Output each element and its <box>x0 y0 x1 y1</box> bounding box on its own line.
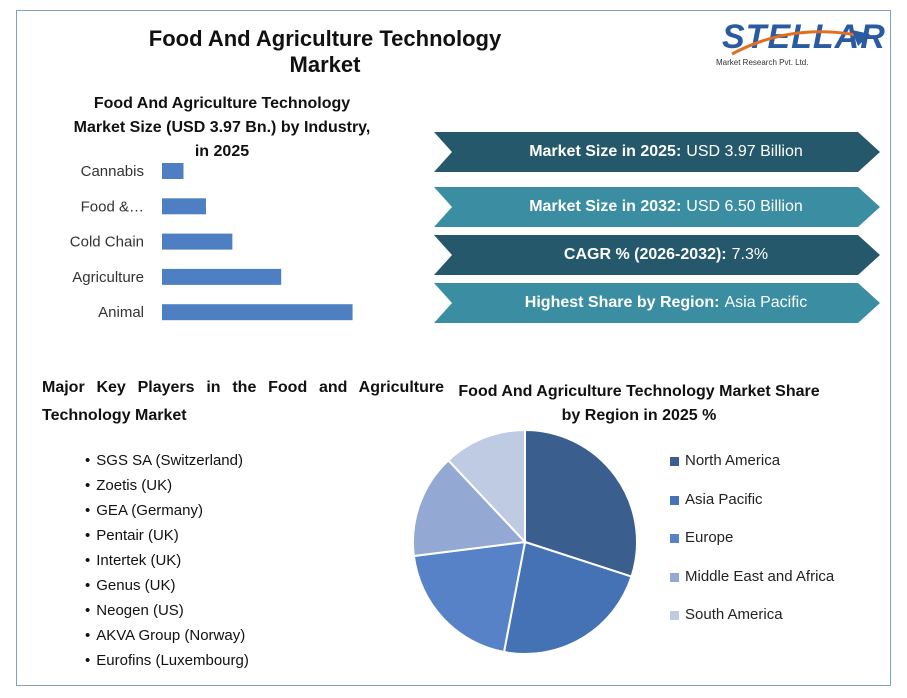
legend-entry: Europe <box>670 525 834 564</box>
stat-value: Asia Pacific <box>724 294 808 311</box>
key-player-item: AKVA Group (Norway) <box>85 623 249 648</box>
legend-swatch <box>670 534 679 543</box>
legend-swatch <box>670 611 679 620</box>
stat-highest-region: Highest Share by Region: Asia Pacific <box>434 283 880 323</box>
logo-subtitle: Market Research Pvt. Ltd. <box>716 58 809 67</box>
legend-label: Middle East and Africa <box>685 567 835 585</box>
key-players-title: Major Key Players in the Food and Agricu… <box>42 379 444 424</box>
legend-label: South America <box>685 606 783 623</box>
legend-label: Asia Pacific <box>685 490 763 508</box>
bar <box>162 304 353 321</box>
legend-entry: South America <box>670 602 834 641</box>
key-players-list: SGS SA (Switzerland)Zoetis (UK)GEA (Germ… <box>85 448 249 673</box>
bar-chart-title: Food And Agriculture Technology Market S… <box>73 95 371 160</box>
bar <box>162 198 206 215</box>
legend-entry: Asia Pacific <box>670 487 834 526</box>
legend-entry: Middle East and Africa <box>670 564 834 603</box>
legend-swatch <box>670 457 679 466</box>
bar-category-label: Animal <box>98 304 144 321</box>
key-player-item: GEA (Germany) <box>85 498 249 523</box>
legend-swatch <box>670 495 679 505</box>
pie-chart-title: Food And Agriculture Technology Market S… <box>458 383 820 424</box>
key-player-item: Genus (UK) <box>85 573 249 598</box>
legend-entry: North America <box>670 448 834 487</box>
bar <box>162 233 233 250</box>
pie-slice <box>412 458 528 558</box>
key-player-item: Intertek (UK) <box>85 548 249 573</box>
stat-market-size-2025: Market Size in 2025: USD 3.97 Billion <box>434 132 880 172</box>
stat-value: USD 6.50 Billion <box>686 198 803 215</box>
pie-slice <box>524 428 638 578</box>
key-player-item: Neogen (US) <box>85 598 249 623</box>
stellar-logo: STELLAR Market Research Pvt. Ltd. <box>712 14 885 70</box>
stat-label: CAGR % (2026-2032): <box>563 246 727 263</box>
key-player-item: SGS SA (Switzerland) <box>85 448 249 473</box>
logo-arrow-icon <box>731 30 870 56</box>
legend-swatch <box>670 572 679 582</box>
pie-slice <box>502 540 633 655</box>
pie-chart <box>412 428 638 655</box>
bar <box>162 268 282 285</box>
bar-category-label: Food &… <box>81 198 144 215</box>
stat-value: USD 3.97 Billion <box>686 143 803 160</box>
main-title: Food And Agriculture Technology Market <box>148 26 502 77</box>
bar-category-label: Cold Chain <box>70 234 144 251</box>
bar-category-label: Agriculture <box>72 269 144 286</box>
bar <box>162 163 184 179</box>
key-player-item: Zoetis (UK) <box>85 473 249 498</box>
stat-label: Market Size in 2025: <box>529 143 682 160</box>
stat-label: Highest Share by Region: <box>524 294 720 311</box>
infographic-frame <box>16 10 891 686</box>
legend-label: North America <box>685 452 781 469</box>
bar-chart: Cannabis Food &… Cold Chain Agriculture Anim… <box>70 163 353 321</box>
stat-cagr: CAGR % (2026-2032): 7.3% <box>434 235 880 275</box>
key-player-item: Pentair (UK) <box>85 523 249 548</box>
stat-value: 7.3% <box>731 246 769 263</box>
legend-label: Europe <box>685 529 734 546</box>
pie-legend: North America Asia Pacific Europe Middle Ea… <box>670 448 834 641</box>
key-player-item: Eurofins (Luxembourg) <box>85 648 249 673</box>
stat-market-size-2032: Market Size in 2032: USD 6.50 Billion <box>434 187 880 227</box>
pie-slice <box>446 428 526 545</box>
pie-slice <box>412 540 527 654</box>
bar-category-label: Cannabis <box>81 163 144 180</box>
stat-label: Market Size in 2032: <box>529 198 682 215</box>
